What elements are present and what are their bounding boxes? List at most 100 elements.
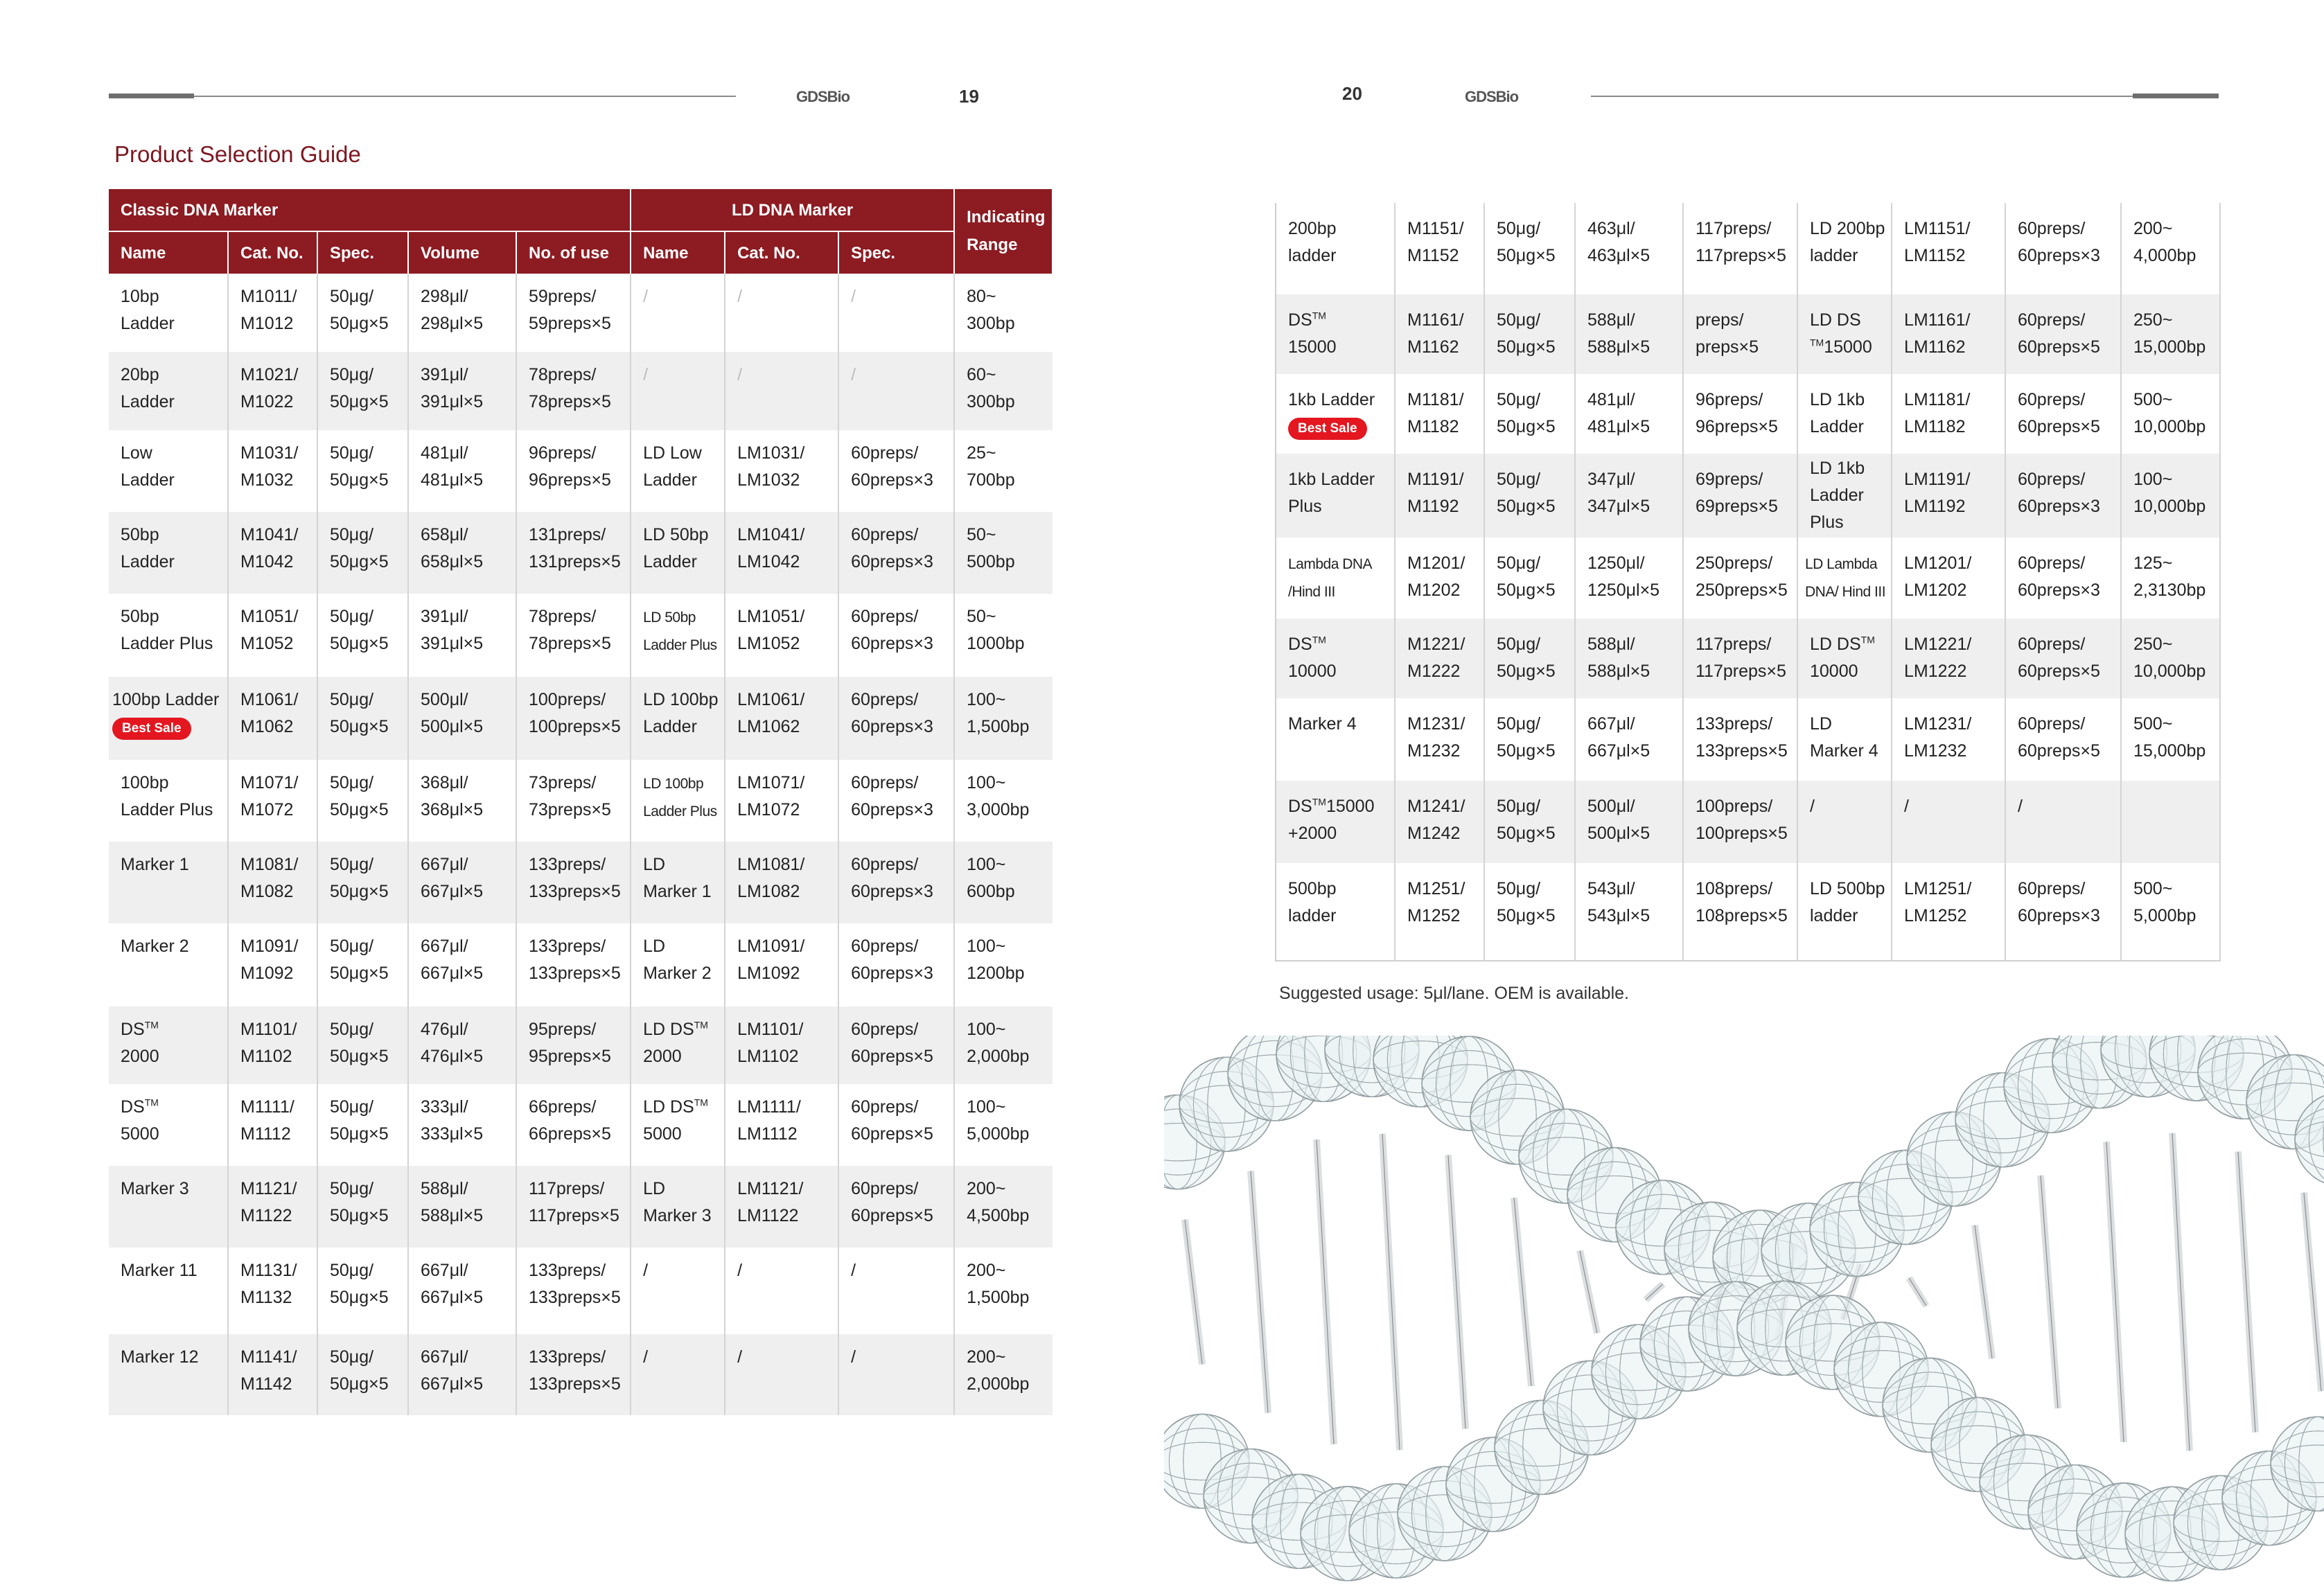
ld-cat-line2: LM1092 (737, 964, 800, 983)
cell-no-of-use: 133preps/133preps×5 (516, 1248, 632, 1334)
left-product-table: Classic DNA Marker LD DNA Marker Indicat… (109, 189, 1054, 1415)
cat-line2: M1072 (240, 800, 294, 819)
cell-spec: 50μg/50μg×5 (1484, 454, 1576, 538)
ld-spec-line1: 60preps/ (2018, 470, 2086, 489)
ld-spec-line1: 60preps/ (851, 1020, 919, 1039)
use-line1: 100preps/ (529, 690, 606, 709)
product-name-line1: 10bp (121, 287, 159, 306)
ld-spec-line1: 60preps/ (2018, 553, 2086, 573)
product-name-line1: Low (121, 443, 152, 463)
cell-spec: 50μg/50μg×5 (317, 760, 409, 842)
cell-indicating-range: 250~ 15,000bp (2121, 294, 2221, 374)
cat-line2: M1022 (240, 392, 294, 411)
cell-name: Marker 1 (109, 842, 229, 923)
range-line1: 100~ (967, 1020, 1006, 1039)
product-name-num: 15000 (1326, 797, 1375, 816)
use-line2: 131preps×5 (529, 552, 621, 571)
cell-ld-name: LD 1kb Ladder (1797, 374, 1892, 454)
range-line1: 100~ (967, 690, 1006, 709)
cell-ld-name: / (631, 1248, 726, 1334)
cell-cat-no: M1251/M1252 (1395, 863, 1485, 961)
spec-line2: 50μg×5 (1497, 337, 1556, 357)
use-line1: 117preps/ (1696, 635, 1772, 654)
cell-ld-spec: / (2005, 781, 2122, 863)
cell-volume: 481μl/481μl×5 (408, 430, 517, 512)
spec-line1: 50μg/ (1497, 310, 1541, 330)
product-name-line2: ladder (1288, 906, 1337, 925)
left-page-number: 19 (959, 86, 979, 107)
product-name-line1: Marker 11 (121, 1261, 197, 1280)
cell-ld-name: LD 50bp Ladder Plus (631, 594, 726, 677)
cell-spec: 50μg/50μg×5 (1484, 863, 1576, 961)
use-line2: preps×5 (1696, 337, 1759, 357)
ld-name-line2: Marker 1 (643, 882, 712, 901)
cell-indicating-range (2121, 781, 2221, 863)
cat-line2: M1042 (240, 552, 294, 571)
use-line1: 78preps/ (529, 607, 597, 626)
cell-ld-spec: 60preps/60preps×5 (2005, 698, 2122, 781)
cell-ld-cat-no: LM1121/LM1122 (725, 1166, 840, 1248)
spec-line1: 50μg/ (1497, 635, 1541, 654)
cell-ld-cat-no: / (725, 274, 840, 352)
volume-line2: 463μl×5 (1587, 246, 1650, 265)
cell-ld-cat-no: LM1081/LM1082 (725, 842, 840, 923)
trademark-sup: TM (1860, 634, 1875, 646)
product-name-line2: Ladder (121, 470, 175, 490)
table-row: DSTM15000 +2000 M1241/M1242 50μg/50μg×5 500μ… (1276, 781, 2221, 863)
cat-line2: M1152 (1407, 246, 1459, 265)
use-line2: 108preps×5 (1696, 906, 1788, 925)
cell-volume: 1250μl/1250μl×5 (1575, 538, 1684, 619)
cell-name: 500bp ladder (1276, 863, 1396, 961)
cat-line2: M1052 (240, 634, 294, 653)
spec-line2: 50μg×5 (330, 314, 389, 333)
ld-cat-line2: LM1072 (737, 800, 800, 819)
cell-ld-cat-no: / (1892, 781, 2006, 863)
cell-spec: 50μg/50μg×5 (1484, 538, 1576, 619)
cell-ld-cat-no: LM1071/LM1072 (725, 760, 840, 842)
product-name-line1: DS (1288, 797, 1312, 816)
header-volume: Volume (408, 231, 517, 274)
spec-line1: 50μg/ (330, 287, 374, 306)
table-row: Marker 2 M1091/M1092 50μg/50μg×5 667μl/667μ… (109, 923, 1053, 1007)
ld-name-line2: 5000 (643, 1124, 682, 1144)
volume-line2: 667μl×5 (421, 882, 484, 901)
cat-line1: M1191/ (1407, 470, 1464, 489)
use-line2: 250preps×5 (1696, 580, 1788, 600)
cell-volume: 543μl/543μl×5 (1575, 863, 1684, 961)
ld-name-line2: Ladder (643, 552, 697, 571)
ld-spec-line2: 60preps×5 (851, 1047, 933, 1066)
cat-line1: M1221/ (1407, 635, 1465, 654)
cat-line1: M1231/ (1407, 714, 1465, 734)
volume-line2: 481μl×5 (421, 470, 484, 490)
cell-spec: 50μg/50μg×5 (1484, 294, 1576, 374)
ld-name-line2: DNA/ Hind III (1805, 584, 1886, 600)
product-name-line1: 200bp (1288, 219, 1337, 238)
cat-line1: M1111/ (240, 1097, 294, 1117)
cell-name: Marker 12 (109, 1334, 229, 1415)
cell-ld-spec: 60preps/60preps×3 (2005, 538, 2122, 619)
use-line2: 133preps×5 (529, 882, 621, 901)
product-name-line1: 500bp (1288, 879, 1337, 898)
spec-line2: 50μg×5 (1497, 906, 1556, 925)
cell-ld-name: LD Marker 4 (1797, 698, 1892, 781)
range-line2: 1,500bp (967, 1288, 1030, 1307)
cat-line1: M1161/ (1407, 310, 1464, 330)
cat-line2: M1082 (240, 882, 294, 901)
ld-name-line1: LD (643, 937, 666, 956)
cell-ld-cat-no: LM1191/LM1192 (1892, 454, 2006, 538)
trademark-sup: TM (1312, 796, 1326, 808)
right-logo: GDSBio (1465, 88, 1519, 105)
ld-cat-line2: LM1112 (737, 1124, 798, 1144)
spec-line1: 50μg/ (330, 773, 374, 792)
volume-line2: 368μl×5 (421, 800, 484, 819)
ld-cat-line1: LM1081/ (737, 855, 805, 874)
ld-name-line2: Marker 4 (1810, 741, 1878, 761)
cell-ld-cat-no: LM1051/LM1052 (725, 594, 840, 677)
helix-rung-outline (2040, 1175, 2059, 1409)
cell-no-of-use: 133preps/133preps×5 (516, 842, 632, 923)
cell-no-of-use: 100preps/100preps×5 (516, 677, 632, 760)
cat-line2: M1232 (1407, 741, 1461, 761)
use-line2: 59preps×5 (529, 314, 611, 333)
volume-line2: 588μl×5 (1587, 337, 1650, 357)
product-name-line2: Ladder (121, 392, 175, 411)
